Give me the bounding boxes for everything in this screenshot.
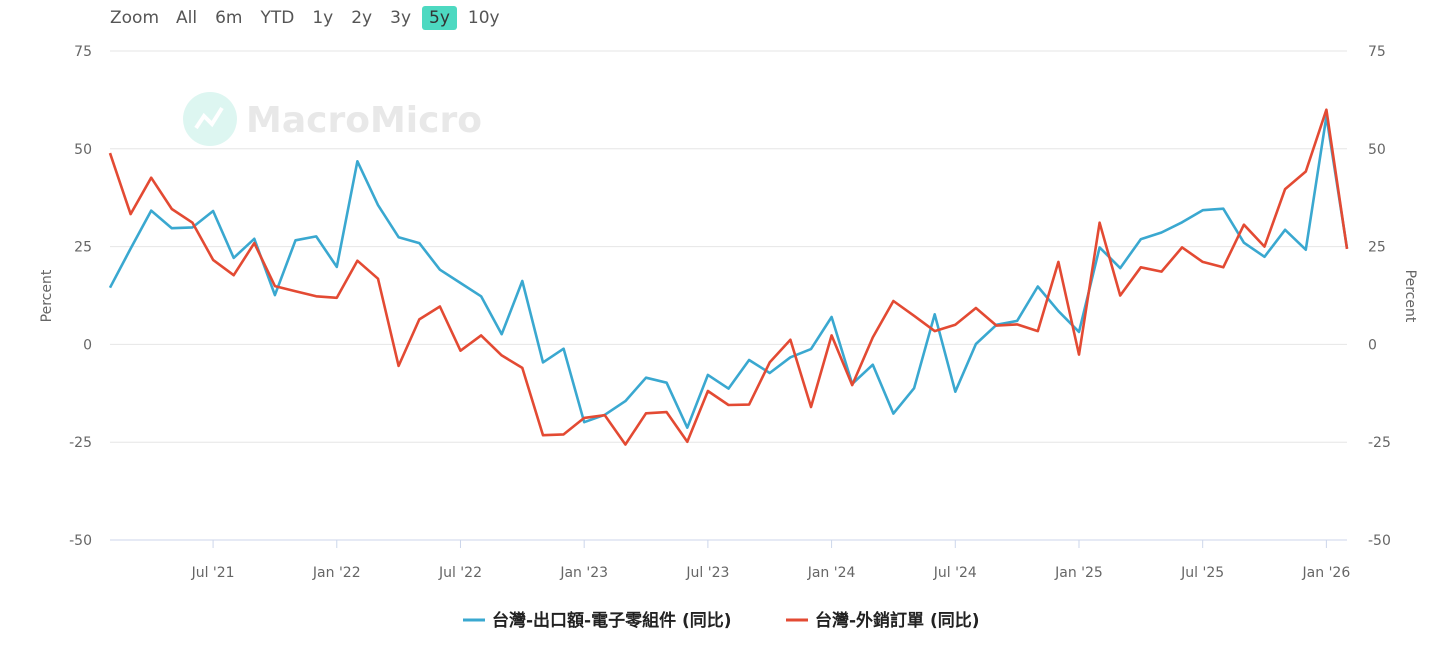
x-tick-label: Jan '25 — [1054, 565, 1103, 581]
y-tick-label-left: 0 — [83, 337, 92, 353]
legend-label-export-orders[interactable]: 台灣-外銷訂單 (同比) — [815, 610, 980, 631]
watermark-icon-line — [194, 106, 224, 130]
watermark-text: MacroMicro — [246, 100, 482, 141]
y-tick-label-right: 0 — [1368, 337, 1377, 353]
watermark: MacroMicro — [183, 92, 482, 146]
x-axis: Jul '21 Jan '22 Jul '22 Jan '23 Jul '23 Jan '… — [110, 539, 1351, 581]
chart-line-icon — [183, 92, 237, 146]
x-tick-label: Jan '24 — [807, 565, 856, 581]
y-tick-label-left: 75 — [74, 44, 92, 60]
y-tick-label-right: -25 — [1368, 435, 1391, 451]
y-axis-title-right: Percent — [1402, 270, 1418, 323]
zoom-bar: Zoom All 6m YTD 1y 2y 3y 5y 10y — [110, 4, 511, 32]
zoom-option-2y[interactable]: 2y — [351, 8, 373, 28]
zoom-option-all[interactable]: All — [176, 8, 198, 28]
y-tick-label-right: 75 — [1368, 44, 1386, 60]
y-tick-label-right: 25 — [1368, 240, 1386, 256]
y-axis-title-left: Percent — [39, 269, 55, 322]
zoom-label: Zoom — [110, 8, 160, 28]
grid — [110, 50, 1347, 443]
y-tick-label-right: 50 — [1368, 142, 1386, 158]
zoom-option-ytd[interactable]: YTD — [260, 8, 295, 28]
y-tick-label-right: -50 — [1368, 533, 1391, 549]
x-tick-label: Jul '25 — [1180, 565, 1224, 581]
y-tick-label-left: 50 — [74, 142, 92, 158]
y-tick-label-left: -50 — [69, 533, 92, 549]
zoom-option-6m[interactable]: 6m — [215, 8, 243, 28]
right-y-axis: 75 50 25 0 -25 -50 — [1368, 44, 1391, 549]
x-tick-label: Jul '21 — [191, 565, 235, 581]
zoom-option-3y[interactable]: 3y — [390, 8, 412, 28]
y-tick-label-left: 25 — [74, 240, 92, 256]
series-group — [108, 108, 1349, 446]
zoom-option-10y[interactable]: 10y — [467, 8, 500, 28]
x-tick-label: Jul '23 — [685, 565, 729, 581]
legend-label-electronics[interactable]: 台灣-出口額-電子零組件 (同比) — [492, 610, 732, 631]
x-tick-label: Jul '22 — [438, 565, 482, 581]
series-line-electronics-exports[interactable] — [108, 115, 1349, 430]
x-tick-label: Jul '24 — [933, 565, 977, 581]
zoom-option-5y[interactable]: 5y — [422, 6, 457, 30]
legend[interactable]: 台灣-出口額-電子零組件 (同比) 台灣-外銷訂單 (同比) — [463, 610, 980, 631]
series-line-export-orders[interactable] — [108, 108, 1349, 446]
y-tick-label-left: -25 — [69, 435, 92, 451]
x-tick-label: Jan '22 — [312, 565, 361, 581]
left-y-axis: 75 50 25 0 -25 -50 — [69, 44, 92, 549]
zoom-option-1y[interactable]: 1y — [312, 8, 334, 28]
x-tick-label: Jan '23 — [559, 565, 608, 581]
x-tick-label: Jan '26 — [1302, 565, 1351, 581]
